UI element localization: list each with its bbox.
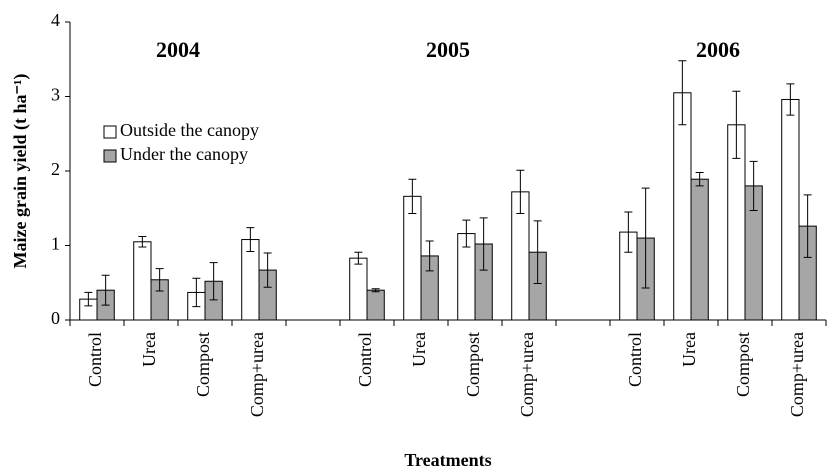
error-bar <box>479 217 488 271</box>
x-tick-label: Control <box>355 332 375 387</box>
y-tick-label: 3 <box>51 85 60 105</box>
bar <box>403 195 422 321</box>
error-bar <box>803 194 812 258</box>
x-tick-label: Control <box>85 332 105 387</box>
annotation: 2006 <box>696 37 740 62</box>
bar <box>673 92 692 321</box>
y-tick-label: 0 <box>51 308 60 328</box>
x-tick-label: Control <box>625 332 645 387</box>
error-bar <box>408 178 417 214</box>
error-bar <box>678 60 687 126</box>
x-tick-label: Urea <box>409 332 429 367</box>
x-tick-label: Compost <box>193 332 213 397</box>
error-bar <box>732 90 741 159</box>
bar <box>133 241 152 321</box>
legend-swatch <box>103 149 117 163</box>
bar <box>366 289 385 321</box>
error-bar <box>101 274 110 306</box>
x-tick-label: Comp+urea <box>247 332 267 417</box>
error-bar <box>624 211 633 253</box>
annotation: 2005 <box>426 37 470 62</box>
y-tick-label: 2 <box>51 159 60 179</box>
x-axis-label: Treatments <box>404 450 491 470</box>
annotation: 2004 <box>156 37 200 62</box>
legend-swatch <box>103 125 117 139</box>
error-bar <box>533 220 542 284</box>
error-bar <box>84 291 93 307</box>
y-axis-label: Maize grain yield (t ha⁻¹) <box>10 74 31 269</box>
x-tick-label: Comp+urea <box>787 332 807 417</box>
legend-label: Under the canopy <box>120 144 248 164</box>
bar <box>781 98 800 321</box>
x-tick-label: Comp+urea <box>517 332 537 417</box>
legend-label: Outside the canopy <box>120 120 259 140</box>
error-bar <box>641 187 650 289</box>
error-bar <box>371 288 380 293</box>
x-tick-label: Compost <box>463 332 483 397</box>
error-bar <box>354 251 363 265</box>
error-bar <box>246 227 255 252</box>
error-bar <box>516 169 525 214</box>
error-bar <box>192 277 201 308</box>
x-tick-label: Urea <box>679 332 699 367</box>
error-bar <box>695 171 704 187</box>
x-tick-label: Compost <box>733 332 753 397</box>
error-bar <box>155 268 164 292</box>
bar <box>349 257 368 321</box>
error-bar <box>263 252 272 288</box>
error-bar <box>462 219 471 248</box>
y-tick-label: 4 <box>51 10 60 30</box>
error-bar <box>209 262 218 301</box>
error-bar <box>138 236 147 248</box>
error-bar <box>749 160 758 211</box>
y-tick-label: 1 <box>51 234 60 254</box>
error-bar <box>786 83 795 116</box>
bar <box>690 178 709 321</box>
x-tick-label: Urea <box>139 332 159 367</box>
error-bar <box>425 240 434 272</box>
